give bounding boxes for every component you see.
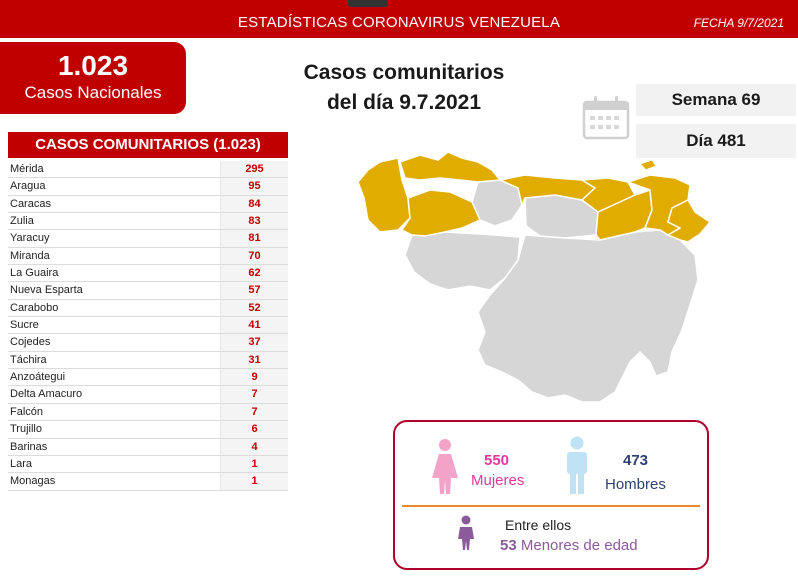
table-row: Miranda 70	[8, 247, 288, 266]
state-name: Miranda	[10, 249, 50, 262]
table-row: Zulia 83	[8, 213, 288, 231]
state-name: Anzoátegui	[10, 371, 66, 384]
map-region-andes	[400, 189, 481, 237]
table-row: Aragua 95	[8, 178, 288, 196]
female-label: Mujeres	[471, 472, 525, 489]
state-name: Aragua	[10, 180, 46, 193]
state-name: Monagas	[10, 475, 56, 488]
headline-line-1: Casos comunitarios	[303, 61, 505, 84]
female-person-icon	[432, 439, 458, 494]
table-row: La Guaira 62	[8, 265, 288, 283]
state-cases: 9	[220, 369, 288, 386]
state-name: Carabobo	[10, 301, 59, 314]
state-cases: 57	[220, 282, 288, 299]
state-cases: 84	[220, 195, 288, 213]
map-region-bolivar-amazonas	[477, 229, 699, 403]
map-region-delta	[666, 199, 712, 243]
state-name: Sucre	[10, 319, 39, 332]
table-row: Lara 1	[8, 455, 288, 474]
header-tab	[348, 0, 388, 7]
minors-count: 53	[500, 537, 517, 554]
national-cases-count: 1.023	[57, 50, 129, 81]
state-cases: 81	[220, 230, 288, 247]
header-date: FECHA 9/7/2021	[693, 16, 784, 30]
male-person-icon	[567, 436, 587, 494]
table-row: Cojedes 37	[8, 334, 288, 352]
state-cases: 6	[220, 421, 288, 438]
state-cases: 4	[220, 438, 288, 455]
state-name: Mérida	[10, 163, 44, 175]
among-them-label: Entre ellos	[505, 517, 572, 533]
national-cases-card: 1.023 Casos Nacionales	[0, 42, 186, 114]
state-name: Trujillo	[10, 423, 42, 436]
calendar-icon	[582, 96, 630, 140]
table-row: Nueva Esparta 57	[8, 282, 288, 300]
state-name: Barinas	[10, 440, 48, 453]
day-box: Día 481	[636, 124, 796, 158]
map-region-apure	[404, 231, 521, 291]
state-cases: 70	[220, 247, 288, 265]
headline: Casos comunitarios del día 9.7.2021	[268, 58, 540, 118]
minors-label: Menores de edad	[520, 537, 638, 554]
header-bar: ESTADÍSTICAS CORONAVIRUS VENEZUELA FECHA…	[0, 0, 798, 38]
state-cases: 1	[220, 473, 288, 490]
male-count: 473	[623, 452, 649, 469]
table-row: Monagas 1	[8, 473, 288, 491]
table-row: Sucre 41	[8, 317, 288, 335]
female-count: 550	[484, 452, 510, 469]
venezuela-map	[357, 151, 712, 403]
table-row: Barinas 4	[8, 438, 288, 456]
state-cases: 37	[220, 334, 288, 351]
map-region-nueva-esparta	[639, 159, 657, 171]
state-cases: 62	[220, 265, 288, 282]
table-row: Falcón 7	[8, 403, 288, 422]
headline-line-2: del día 9.7.2021	[326, 91, 482, 114]
minors-line: 53 Menores de edad	[500, 537, 638, 554]
state-cases: 52	[220, 299, 288, 317]
state-name: Yaracuy	[10, 232, 50, 245]
table-row: Anzoátegui 9	[8, 369, 288, 387]
state-cases: 31	[220, 351, 288, 369]
table-row: Carabobo 52	[8, 299, 288, 318]
header-title: ESTADÍSTICAS CORONAVIRUS VENEZUELA	[237, 14, 561, 31]
table-row: Táchira 31	[8, 351, 288, 370]
table-row: Caracas 84	[8, 195, 288, 214]
state-name: Táchira	[10, 353, 47, 366]
state-cases: 295	[220, 161, 288, 178]
state-name: Zulia	[10, 215, 34, 228]
state-cases: 83	[220, 213, 288, 230]
map-region-falcon	[399, 151, 502, 183]
state-name: Cojedes	[10, 336, 51, 349]
cases-table-header: CASOS COMUNITARIOS (1.023)	[8, 132, 288, 158]
national-cases-label: Casos Nacionales	[24, 83, 162, 102]
table-row: Delta Amacuro 7	[8, 386, 288, 404]
state-cases: 95	[220, 178, 288, 195]
map-region-zulia	[357, 157, 411, 233]
state-name: Falcón	[10, 405, 44, 418]
table-row: Trujillo 6	[8, 421, 288, 439]
state-name: Caracas	[10, 197, 51, 210]
child-person-icon	[458, 515, 474, 550]
state-name: La Guaira	[10, 267, 59, 280]
state-cases: 41	[220, 317, 288, 334]
state-cases: 1	[220, 455, 288, 473]
state-cases: 7	[220, 386, 288, 403]
state-name: Nueva Esparta	[10, 284, 83, 297]
cases-table: Mérida 295 Aragua 95 Caracas 84 Zulia 83 Yaracuy…	[8, 161, 288, 491]
table-row: Mérida 295	[8, 161, 288, 179]
male-label: Hombres	[605, 476, 666, 493]
table-row: Yaracuy 81	[8, 230, 288, 248]
state-cases: 7	[220, 403, 288, 421]
state-name: Delta Amacuro	[10, 388, 83, 401]
week-box: Semana 69	[636, 84, 796, 116]
gender-divider	[402, 505, 700, 507]
state-name: Lara	[10, 457, 33, 470]
